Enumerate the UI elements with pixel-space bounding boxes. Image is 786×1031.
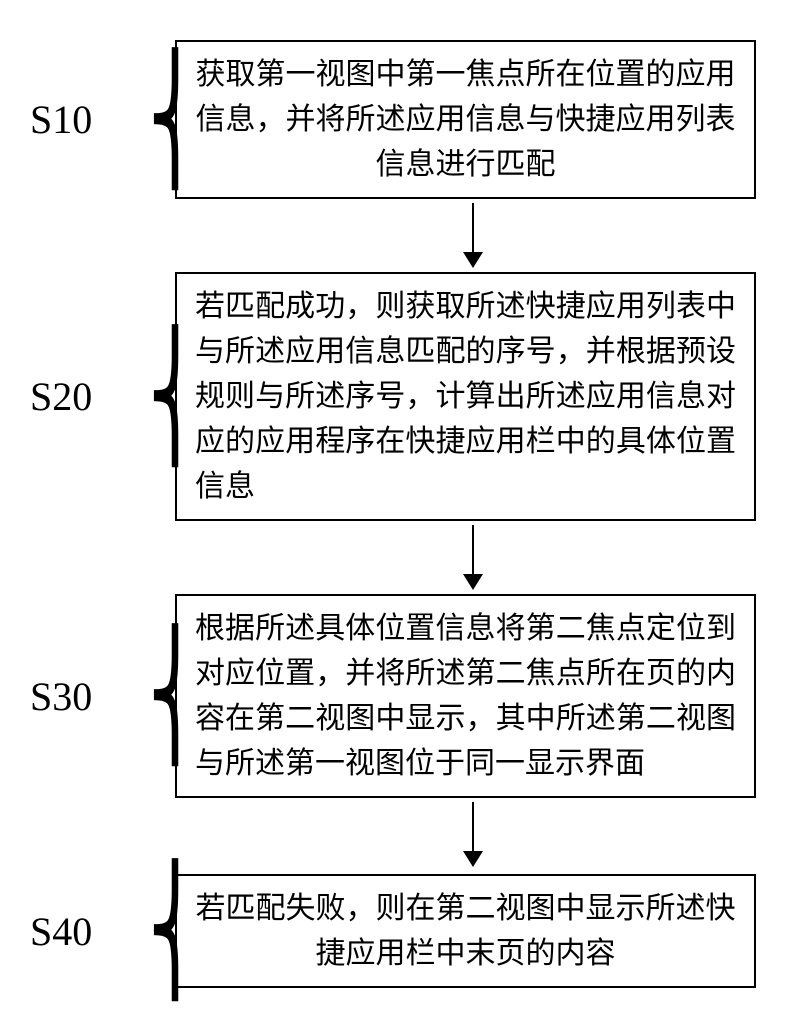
- arrow-s20-s30: [30, 521, 756, 594]
- step-box: 若匹配失败，则在第二视图中显示所述快捷应用栏中末页的内容: [175, 874, 756, 988]
- step-row-s30: S30 ⎨ 根据所述具体位置信息将第二焦点定位到对应位置，并将所述第二焦点所在页…: [30, 594, 756, 798]
- arrow-line: [472, 203, 474, 253]
- arrow-head-icon: [463, 252, 483, 268]
- step-box: 若匹配成功，则获取所述快捷应用列表中与所述应用信息匹配的序号，并根据预设规则与所…: [175, 272, 756, 521]
- step-label: S20: [30, 373, 150, 420]
- step-label: S40: [30, 908, 150, 955]
- arrow-line: [472, 525, 474, 575]
- step-box: 获取第一视图中第一焦点所在位置的应用信息，并将所述应用信息与快捷应用列表信息进行…: [175, 40, 756, 199]
- step-row-s20: S20 ⎨ 若匹配成功，则获取所述快捷应用列表中与所述应用信息匹配的序号，并根据…: [30, 272, 756, 521]
- brace-icon: ⎨: [148, 337, 172, 457]
- flowchart-container: S10 ⎨ 获取第一视图中第一焦点所在位置的应用信息，并将所述应用信息与快捷应用…: [30, 40, 756, 991]
- arrow-s30-s40: [30, 798, 756, 871]
- step-label: S30: [30, 673, 150, 720]
- brace-icon: ⎨: [148, 60, 172, 180]
- arrow-line: [472, 802, 474, 852]
- arrow-s10-s20: [30, 199, 756, 272]
- brace-icon: ⎨: [148, 636, 172, 756]
- arrow-head-icon: [463, 851, 483, 867]
- step-box: 根据所述具体位置信息将第二焦点定位到对应位置，并将所述第二焦点所在页的内容在第二…: [175, 594, 756, 798]
- brace-icon: ⎨: [148, 871, 172, 991]
- arrow-head-icon: [463, 574, 483, 590]
- step-label: S10: [30, 96, 150, 143]
- step-row-s40: S40 ⎨ 若匹配失败，则在第二视图中显示所述快捷应用栏中末页的内容: [30, 871, 756, 991]
- step-row-s10: S10 ⎨ 获取第一视图中第一焦点所在位置的应用信息，并将所述应用信息与快捷应用…: [30, 40, 756, 199]
